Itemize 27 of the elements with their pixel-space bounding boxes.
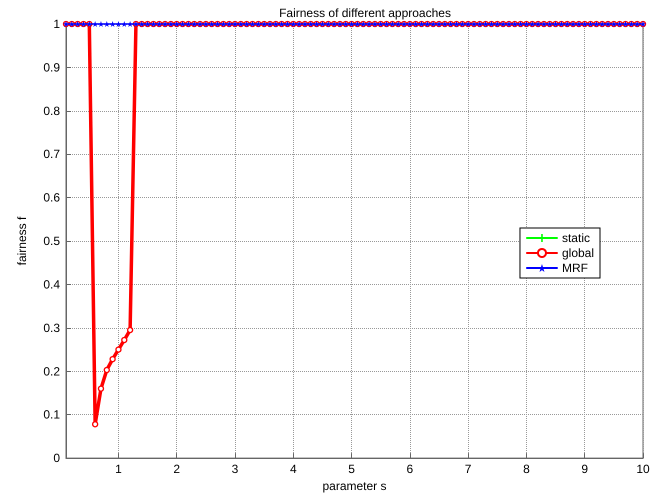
x-tick-label: 8 [523, 462, 530, 476]
y-tick-label: 0.7 [43, 147, 60, 162]
x-tick-label: 4 [290, 462, 297, 476]
legend-label: static [562, 231, 590, 245]
y-tick-label: 0.8 [43, 104, 60, 118]
x-tick-label: 5 [348, 462, 356, 476]
x-tick-label: 3 [232, 462, 239, 476]
x-tick-label: 6 [406, 462, 414, 476]
x-tick-label: 7 [464, 462, 472, 476]
y-tick-label: 0.4 [43, 277, 60, 292]
y-tick-label: 0.1 [43, 408, 60, 422]
y-tick-label: 0.5 [43, 234, 60, 248]
x-tick-label: 10 [636, 462, 650, 476]
y-tick-label: 0.3 [43, 320, 60, 335]
y-axis-title: fairness f [15, 216, 29, 266]
y-tick-label: 0.9 [43, 60, 60, 74]
legend-label: MRF [562, 261, 588, 275]
legend-label: global [562, 246, 594, 260]
x-axis-title: parameter s [322, 479, 387, 493]
y-tick-label: 0.2 [43, 364, 60, 378]
y-tick-label: 1 [53, 17, 60, 31]
x-tick-label: 9 [581, 462, 588, 476]
y-tick-label: 0.6 [43, 190, 60, 205]
y-tick-label: 0 [53, 451, 60, 466]
x-tick-label: 1 [115, 462, 122, 476]
x-tick-label: 2 [173, 462, 180, 476]
chart-title: Fairness of different approaches [279, 6, 451, 20]
